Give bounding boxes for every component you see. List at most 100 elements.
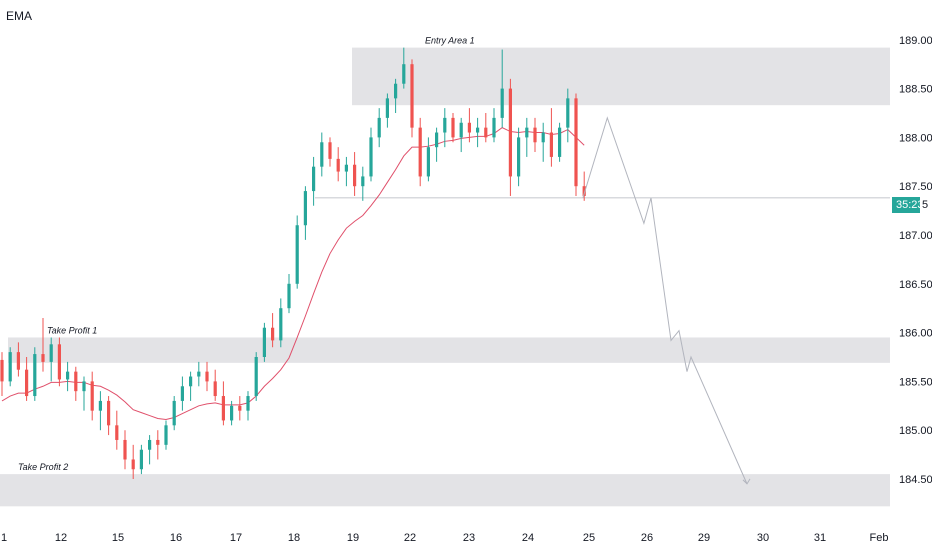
- price-countdown-tag: 35:23 5: [892, 197, 930, 213]
- candle-body: [517, 137, 521, 177]
- candle-body: [336, 158, 340, 172]
- candle-body: [139, 449, 143, 470]
- candle-body: [82, 381, 86, 392]
- y-tick-label: 189.000: [899, 35, 932, 47]
- candle-body: [525, 127, 529, 138]
- candle-body: [49, 344, 53, 362]
- candle-body: [418, 127, 422, 177]
- candle-body: [459, 122, 463, 138]
- candle-body: [426, 147, 430, 177]
- candle-body: [435, 132, 439, 148]
- countdown-text: 35:23: [896, 199, 924, 211]
- candle-body: [262, 327, 266, 357]
- candle-body: [246, 396, 250, 411]
- x-tick-label: 22: [404, 532, 416, 544]
- candle-body: [476, 127, 480, 133]
- candle-body: [221, 396, 225, 421]
- x-tick-label: 29: [698, 532, 710, 544]
- candle-body: [98, 400, 102, 411]
- x-tick-label: 1: [1, 532, 7, 544]
- zone-1[interactable]: [352, 47, 890, 106]
- candle-body: [500, 88, 504, 118]
- x-tick-label: 31: [814, 532, 826, 544]
- x-tick-label: Feb: [870, 532, 889, 544]
- candle-body: [287, 283, 291, 309]
- ema-layer: [1, 127, 585, 420]
- candle-body: [353, 164, 357, 187]
- zone-labels-layer: Entry Area 1 Take Profit 1 Take Profit 2: [18, 36, 475, 473]
- candle-body: [189, 376, 193, 387]
- zone-label-2: Take Profit 1: [47, 325, 97, 335]
- x-tick-label: 12: [55, 532, 67, 544]
- candle-body: [271, 327, 275, 341]
- candle-body: [303, 191, 307, 226]
- x-tick-label: 18: [288, 532, 300, 544]
- indicator-label[interactable]: EMA: [6, 9, 33, 23]
- candle-body: [164, 425, 168, 445]
- candle-body: [369, 137, 373, 177]
- candle-body: [33, 354, 37, 397]
- candle-body: [197, 371, 201, 377]
- candle-body: [115, 425, 119, 440]
- candle-body: [230, 405, 234, 421]
- candle-body: [254, 357, 258, 397]
- candle-body: [361, 176, 365, 187]
- x-tick-label: 26: [641, 532, 653, 544]
- candle-body: [533, 127, 537, 143]
- y-tick-label: 186.000: [899, 328, 932, 340]
- candle-body: [74, 371, 78, 392]
- zone-label-3: Take Profit 2: [18, 462, 68, 472]
- zones-layer: [0, 47, 890, 507]
- projection-layer: [582, 116, 751, 485]
- x-tick-label: 19: [347, 532, 359, 544]
- y-tick-label: 188.500: [899, 84, 932, 96]
- x-tick-label: 30: [757, 532, 769, 544]
- candle-body: [107, 400, 111, 426]
- candle-body: [508, 88, 512, 177]
- candle-body: [131, 459, 135, 470]
- y-tick-label: 184.500: [899, 474, 932, 486]
- x-tick-label: 16: [170, 532, 182, 544]
- projection-path[interactable]: [582, 116, 748, 485]
- candle-body: [123, 439, 127, 460]
- y-tick-label: 187.500: [899, 181, 932, 193]
- countdown-suffix: 5: [920, 197, 930, 213]
- candle-body: [492, 117, 496, 138]
- candle-body: [213, 381, 217, 397]
- candle-body: [90, 381, 94, 411]
- projection-arrowhead: [742, 478, 751, 485]
- ema-line[interactable]: [1, 127, 585, 420]
- x-tick-label: 25: [583, 532, 595, 544]
- candle-body: [566, 98, 570, 128]
- zone-2[interactable]: [8, 337, 890, 363]
- candle-body: [484, 127, 488, 138]
- candle-body: [402, 64, 406, 84]
- candle-body: [180, 386, 184, 401]
- y-tick-label: 185.500: [899, 376, 932, 388]
- candle-body: [582, 186, 586, 196]
- price-axis[interactable]: 184.500 185.000 185.500 186.000 186.500 187.0…: [899, 35, 932, 486]
- candle-body: [574, 98, 578, 187]
- candle-body: [467, 122, 471, 133]
- y-tick-label: 185.000: [899, 425, 932, 437]
- candle-body: [312, 166, 316, 192]
- candle-body: [549, 132, 553, 157]
- candle-body: [541, 132, 545, 143]
- zone-3[interactable]: [0, 474, 890, 507]
- candle-body: [377, 117, 381, 138]
- x-tick-label: 15: [112, 532, 124, 544]
- y-tick-label: 186.500: [899, 279, 932, 291]
- candle-body: [16, 352, 20, 370]
- candle-body: [8, 352, 12, 382]
- time-axis[interactable]: 1 12 15 16 17 18 19 22 23 24 25 26 29 30 31 Feb: [1, 532, 889, 544]
- candle-body: [320, 142, 324, 167]
- candles-layer: [0, 47, 586, 479]
- candle-body: [451, 117, 455, 138]
- candle-body: [205, 371, 209, 382]
- y-tick-label: 188.000: [899, 132, 932, 144]
- x-tick-label: 23: [463, 532, 475, 544]
- candle-body: [295, 225, 299, 284]
- candle-body: [41, 354, 45, 362]
